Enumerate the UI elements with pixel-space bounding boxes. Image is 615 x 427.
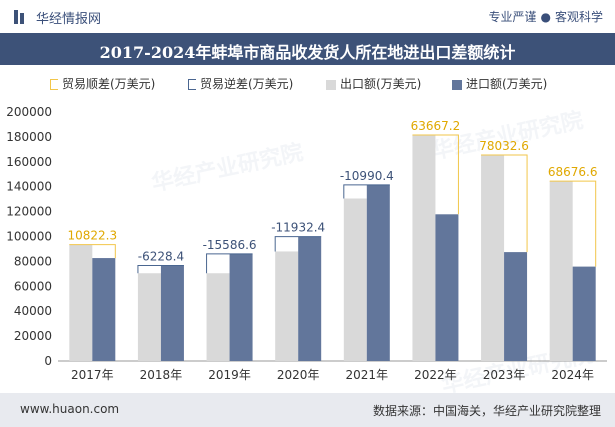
x-tick-label-2: 2019年 <box>208 368 251 382</box>
balance-bracket-7 <box>549 180 597 267</box>
footer-source: 数据来源：中国海关，华经产业研究院整理 <box>372 404 601 418</box>
balance-label-4: -10990.4 <box>340 169 394 183</box>
import-bar-0 <box>92 258 116 361</box>
x-tick-label-7: 2024年 <box>551 368 594 382</box>
legend-label-export: 出口额(万美元) <box>340 77 422 91</box>
slogan-right: 客观科学 <box>554 10 603 24</box>
x-tick-label-0: 2017年 <box>71 368 114 382</box>
balance-bracket-4 <box>343 184 390 199</box>
footer-site: www.huaon.com <box>20 402 120 416</box>
balance-label-7: 68676.6 <box>548 165 598 179</box>
y-tick-label-10: 200000 <box>6 105 52 119</box>
import-bar-4 <box>366 184 390 361</box>
slogan-left: 专业严谨 <box>488 10 537 24</box>
x-tick-label-4: 2021年 <box>346 368 389 382</box>
import-bar-7 <box>572 266 596 361</box>
y-tick-label-3: 60000 <box>14 279 52 293</box>
balance-label-5: 63667.2 <box>411 119 461 133</box>
balance-label-0: 10822.3 <box>68 229 118 243</box>
top-bar: 华经情报网 专业严谨 ● 客观科学 <box>0 0 615 33</box>
balance-label-1: -6228.4 <box>138 249 184 263</box>
legend-item-export: 出口额(万美元) <box>326 75 421 92</box>
export-bar-2 <box>206 273 230 361</box>
legend-label-surplus: 贸易顺差(万美元) <box>62 77 156 91</box>
export-bar-5 <box>412 135 436 361</box>
y-tick-label-7: 140000 <box>6 180 52 194</box>
legend-item-import: 进口额(万美元) <box>452 75 547 92</box>
export-bar-4 <box>343 198 367 361</box>
y-tick-label-6: 120000 <box>6 205 52 219</box>
legend-swatch-import <box>452 79 462 90</box>
balance-label-6: 78032.6 <box>479 139 529 153</box>
legend-swatch-surplus <box>50 79 58 90</box>
legend-swatch-deficit <box>188 79 196 90</box>
export-bar-0 <box>69 244 93 361</box>
legend-label-import: 进口额(万美元) <box>466 77 548 91</box>
balance-bracket-6 <box>481 154 528 253</box>
y-tick-label-9: 180000 <box>6 130 52 144</box>
x-tick-label-3: 2020年 <box>277 368 320 382</box>
y-tick-label-2: 40000 <box>14 304 52 318</box>
footer: www.huaon.com 数据来源：中国海关，华经产业研究院整理 <box>0 393 615 427</box>
y-tick-label-0: 0 <box>44 354 52 368</box>
balance-bracket-5 <box>412 134 459 215</box>
x-tick-label-6: 2023年 <box>483 368 526 382</box>
import-bar-1 <box>160 265 184 361</box>
import-bar-2 <box>229 253 253 361</box>
x-tick-label-5: 2022年 <box>414 368 457 382</box>
legend-item-surplus: 贸易顺差(万美元) <box>50 75 155 92</box>
balance-bracket-3 <box>274 236 322 252</box>
balance-bracket-2 <box>206 253 253 274</box>
import-bar-6 <box>504 252 528 361</box>
bar-chart: 0 20000 40000 60000 80000 100000 120000 140000 1… <box>6 105 607 382</box>
slogan: 专业严谨 ● 客观科学 <box>488 8 603 25</box>
brand-name: 华经情报网 <box>36 12 102 27</box>
import-bar-3 <box>298 236 322 361</box>
chart-title: 2017-2024年蚌埠市商品收发货人所在地进出口差额统计 <box>99 43 516 62</box>
y-tick-label-1: 20000 <box>14 329 52 343</box>
export-bar-1 <box>137 273 161 361</box>
export-bar-3 <box>275 251 299 361</box>
slogan-dot: ● <box>540 10 551 24</box>
logo-icon <box>14 10 24 24</box>
legend-label-deficit: 贸易逆差(万美元) <box>200 77 294 91</box>
balance-label-2: -15586.6 <box>203 238 257 252</box>
balance-bracket-0 <box>69 244 116 259</box>
export-bar-6 <box>481 154 505 361</box>
y-tick-label-8: 160000 <box>6 155 52 169</box>
import-bar-5 <box>435 214 459 361</box>
y-tick-label-4: 80000 <box>14 254 52 268</box>
title-bar: 2017-2024年蚌埠市商品收发货人所在地进出口差额统计 <box>0 33 615 65</box>
balance-label-3: -11932.4 <box>271 221 325 235</box>
export-bar-7 <box>549 181 573 361</box>
x-tick-label-1: 2018年 <box>140 368 183 382</box>
y-tick-label-5: 100000 <box>6 230 52 244</box>
balance-bracket-1 <box>137 264 184 274</box>
legend-swatch-export <box>326 79 336 90</box>
legend-item-deficit: 贸易逆差(万美元) <box>188 75 293 92</box>
